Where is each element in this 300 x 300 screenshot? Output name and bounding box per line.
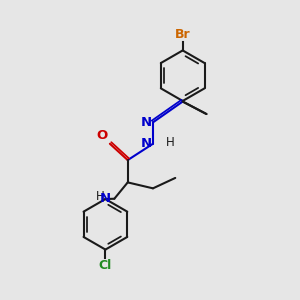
- Text: N: N: [100, 192, 111, 205]
- Text: N: N: [140, 116, 152, 129]
- Text: H: H: [96, 190, 105, 203]
- Text: O: O: [97, 129, 108, 142]
- Text: Cl: Cl: [99, 260, 112, 272]
- Text: N: N: [140, 137, 152, 150]
- Text: Br: Br: [175, 28, 190, 40]
- Text: H: H: [166, 136, 175, 149]
